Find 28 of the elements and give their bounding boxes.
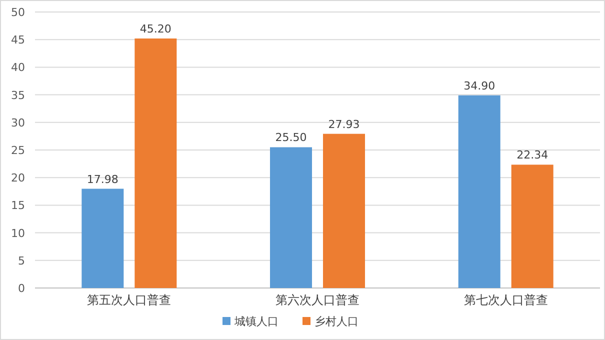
data-label: 27.93	[328, 118, 360, 131]
y-tick-label: 15	[11, 199, 25, 212]
x-tick-label: 第五次人口普查	[87, 293, 172, 307]
y-tick-label: 10	[11, 226, 25, 240]
data-label: 34.90	[464, 79, 496, 92]
y-tick-label: 20	[11, 172, 25, 185]
y-tick-label: 50	[11, 6, 25, 19]
bar	[323, 134, 365, 288]
y-tick-label: 0	[18, 282, 25, 295]
y-tick-label: 45	[11, 34, 25, 47]
bar	[134, 38, 177, 288]
y-tick-label: 35	[11, 88, 25, 102]
data-label: 17.98	[86, 172, 118, 186]
bar	[511, 164, 554, 288]
x-tick-label: 第六次人口普查	[276, 293, 360, 307]
bar	[458, 95, 500, 288]
legend-label: 乡村人口	[314, 315, 358, 328]
legend-label: 城镇人口	[234, 315, 278, 328]
bar	[270, 147, 312, 288]
data-label: 25.50	[275, 131, 307, 144]
x-tick-label: 第七次人口普查	[464, 293, 548, 307]
data-label: 45.20	[140, 22, 172, 36]
y-tick-label: 25	[11, 144, 25, 157]
bar	[82, 188, 124, 288]
y-tick-label: 40	[11, 61, 25, 74]
y-tick-label: 30	[11, 116, 25, 130]
data-label: 22.34	[516, 148, 548, 162]
y-tick-label: 5	[18, 254, 25, 268]
